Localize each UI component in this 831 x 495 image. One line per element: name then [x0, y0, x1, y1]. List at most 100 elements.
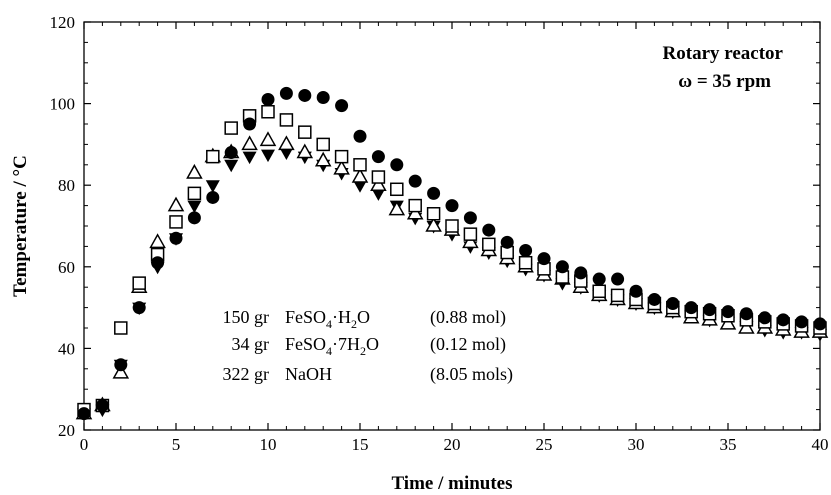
filled-triangle-point — [371, 188, 386, 201]
open-triangle-point — [314, 151, 332, 167]
filled-circle-point — [776, 313, 790, 327]
filled-circle-point — [703, 303, 717, 317]
x-tick-label: 20 — [444, 435, 461, 454]
filled-triangle-point — [205, 180, 220, 193]
filled-triangle-point — [224, 159, 239, 173]
x-tick-label: 15 — [352, 435, 369, 454]
filled-circle-point — [555, 260, 569, 274]
open-square-point — [316, 137, 330, 152]
open-square-point — [261, 105, 275, 119]
open-square-point — [610, 288, 625, 303]
filled-circle-point — [666, 297, 680, 311]
x-tick-label: 40 — [812, 435, 829, 454]
filled-circle-point — [813, 317, 827, 331]
open-square-point — [224, 121, 238, 135]
open-triangle-point — [149, 233, 166, 249]
y-tick-label: 120 — [50, 13, 76, 32]
filled-circle-point — [77, 407, 91, 421]
open-square-point — [592, 284, 606, 299]
filled-circle-point — [206, 190, 220, 204]
filled-triangle-point — [279, 147, 294, 161]
composition-compound: FeSO4·H2O — [285, 307, 370, 331]
y-tick-label: 20 — [58, 421, 75, 440]
composition-amount: 34 gr — [232, 334, 270, 354]
x-tick-label: 5 — [172, 435, 181, 454]
open-triangle-point — [351, 168, 369, 183]
filled-circle-point — [279, 86, 293, 100]
open-triangle-point — [278, 135, 295, 151]
composition-moles: (8.05 mols) — [430, 364, 513, 385]
x-tick-label: 10 — [260, 435, 277, 454]
filled-circle-point — [390, 158, 404, 172]
open-square-point — [426, 207, 441, 221]
filled-circle-point — [151, 256, 165, 270]
composition-compound: FeSO4·7H2O — [285, 334, 379, 358]
filled-circle-point — [298, 88, 312, 102]
filled-circle-point — [243, 117, 257, 131]
filled-circle-point — [408, 174, 422, 188]
open-square-point — [390, 182, 404, 197]
open-square-point — [408, 198, 422, 213]
open-square-point — [114, 321, 128, 335]
open-square-point — [334, 149, 349, 164]
filled-circle-point — [427, 186, 441, 200]
open-triangle-point — [112, 363, 130, 379]
filled-circle-point — [482, 223, 496, 237]
composition-compound: NaOH — [285, 364, 332, 384]
open-square-point — [518, 255, 533, 270]
open-square-point — [353, 158, 367, 172]
filled-triangle-point — [187, 200, 202, 214]
reactor-label: Rotary reactor — [663, 43, 784, 64]
filled-circle-point — [684, 301, 698, 315]
open-triangle-point — [296, 143, 314, 159]
filled-circle-point — [224, 146, 238, 160]
filled-circle-point — [371, 150, 385, 164]
filled-circle-point — [537, 252, 551, 266]
x-axis-title: Time / minutes — [391, 473, 512, 494]
filled-triangle-point — [242, 151, 257, 165]
open-triangle-point — [370, 176, 387, 191]
axis-ticks — [83, 21, 821, 431]
filled-circle-point — [721, 305, 735, 319]
filled-circle-point — [519, 243, 533, 257]
filled-circle-point — [647, 292, 661, 306]
filled-circle-point — [445, 199, 459, 213]
filled-circle-point — [739, 307, 753, 321]
x-tick-label: 0 — [80, 435, 89, 454]
composition-amount: 150 gr — [223, 307, 270, 327]
x-tick-label: 35 — [720, 435, 737, 454]
open-square-point — [371, 170, 386, 184]
open-square-point — [132, 276, 146, 290]
open-triangle-point — [462, 233, 479, 249]
filled-circle-point — [629, 284, 643, 298]
filled-circle-point — [463, 211, 477, 225]
filled-circle-point — [95, 399, 109, 413]
composition-table: 150 gr FeSO4·H2O (0.88 mol) 34 gr FeSO4·… — [223, 307, 514, 385]
open-triangle-point — [388, 200, 406, 216]
open-triangle-point — [406, 204, 424, 220]
filled-circle-point — [187, 211, 201, 225]
composition-moles: (0.12 mol) — [430, 334, 506, 355]
axis-tick-labels: 0 5 10 15 20 25 30 35 40 20 40 60 80 100 120 — [50, 13, 829, 454]
filled-circle-point — [261, 93, 275, 107]
filled-circle-point — [316, 90, 330, 104]
filled-circle-point — [795, 315, 809, 329]
data-markers — [75, 86, 829, 422]
filled-circle-point — [500, 235, 514, 249]
open-triangle-point — [241, 135, 258, 151]
y-tick-label: 40 — [58, 339, 75, 358]
y-tick-label: 80 — [58, 176, 75, 195]
open-triangle-point — [738, 318, 755, 334]
open-square-point — [298, 125, 312, 139]
filled-circle-point — [611, 272, 625, 286]
open-square-point — [169, 215, 183, 229]
y-tick-label: 60 — [58, 258, 75, 277]
open-square-point — [445, 219, 459, 233]
open-triangle-point — [719, 314, 737, 330]
filled-circle-point — [335, 99, 349, 113]
filled-triangle-point — [261, 149, 275, 163]
open-square-point — [463, 227, 478, 241]
x-tick-label: 25 — [536, 435, 553, 454]
composition-amount: 322 gr — [223, 364, 270, 384]
